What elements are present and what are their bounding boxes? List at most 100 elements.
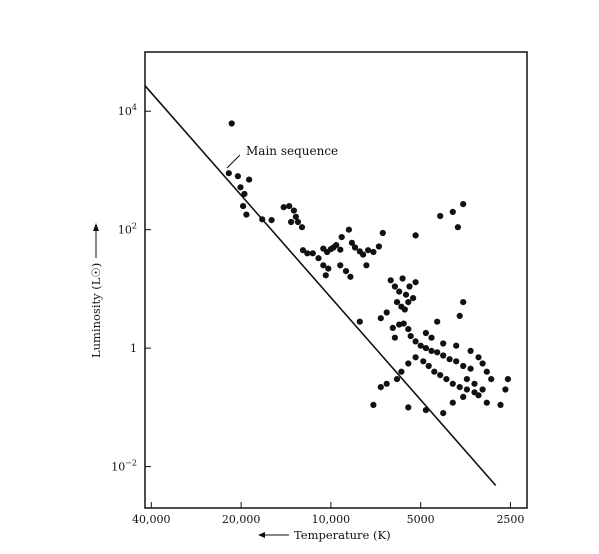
star-point [412,338,419,345]
star-point [322,272,329,279]
y-tick-label: 102 [118,222,137,237]
star-point [268,217,275,224]
star-point [460,299,467,306]
star-point [460,393,467,400]
star-point [463,376,470,383]
star-point [379,229,386,237]
star-point [402,291,410,298]
star-point [337,246,344,253]
star-point [440,352,447,359]
star-point [383,380,390,387]
star-point [348,239,355,246]
star-point [240,203,247,210]
star-point [434,318,441,325]
star-point [467,347,474,354]
star-point [475,354,482,361]
star-point [315,255,322,262]
star-point [425,362,432,370]
star-point [370,401,377,408]
star-point [288,218,295,226]
main-sequence-line [144,85,497,487]
star-point [345,226,352,233]
star-point [449,399,456,406]
star-point [428,347,435,354]
star-point [399,275,406,282]
star-point [365,247,372,254]
star-point [420,358,427,365]
star-point [393,376,401,383]
star-point [243,211,250,218]
star-point [422,329,429,337]
main-sequence-annotation: Main sequence [246,144,338,158]
star-point [463,386,470,393]
star-point [449,380,456,387]
star-point [460,362,467,370]
star-point [280,204,287,211]
star-point [286,203,293,210]
star-point [440,410,447,417]
star-point [434,349,441,356]
star-point [440,340,447,347]
star-point [356,318,363,325]
star-point [383,309,390,316]
star-point [389,324,396,331]
star-point [391,334,398,341]
star-point [351,244,359,251]
star-point [483,368,490,375]
star-point [497,401,504,408]
x-tick-label: 10,000 [312,513,351,526]
star-point [401,306,408,313]
star-point [333,242,340,249]
star-point [488,376,495,383]
star-point [453,342,460,349]
star-point [471,380,478,387]
star-point [407,333,414,340]
x-tick-label: 20,000 [222,513,261,526]
star-point [410,295,417,302]
star-point [443,376,450,383]
star-point [437,372,444,379]
y-axis-label: Luminosity (L☉) [89,263,103,358]
star-point [398,368,405,375]
star-point [483,399,490,406]
star-point [237,184,244,191]
star-point [400,320,407,327]
star-point [234,173,241,180]
star-point [342,268,350,275]
star-point [456,312,463,319]
star-point [337,262,344,269]
star-point [449,208,456,215]
star-point [290,207,297,214]
star-point [347,273,354,280]
star-point [412,232,419,239]
star-point [324,248,331,256]
star-point [412,354,419,361]
star-point [304,250,311,257]
star-point [360,251,367,258]
y-tick-label: 1 [130,342,137,355]
x-axis-title: Temperature (K) [258,528,391,542]
star-point [454,224,461,231]
plot-frame [144,51,528,509]
star-point [241,190,248,198]
star-point [225,170,232,177]
star-point [406,283,413,290]
star-point [412,279,419,286]
star-point [377,384,384,391]
star-point [475,392,482,399]
star-point [431,368,438,375]
star-point [393,299,401,306]
x-tick-label: 2500 [496,513,524,526]
star-point [504,376,511,383]
star-point [417,342,424,349]
x-axis-label: Temperature (K) [294,528,391,542]
y-tick-label: 104 [118,103,137,118]
star-point [405,326,412,333]
star-point [467,365,474,372]
star-point [259,216,266,223]
star-point [405,299,412,306]
star-point [325,265,332,272]
star-point [479,360,486,367]
x-axis-ticks: 40,000 20,000 10,000 5000 2500 [132,502,524,526]
